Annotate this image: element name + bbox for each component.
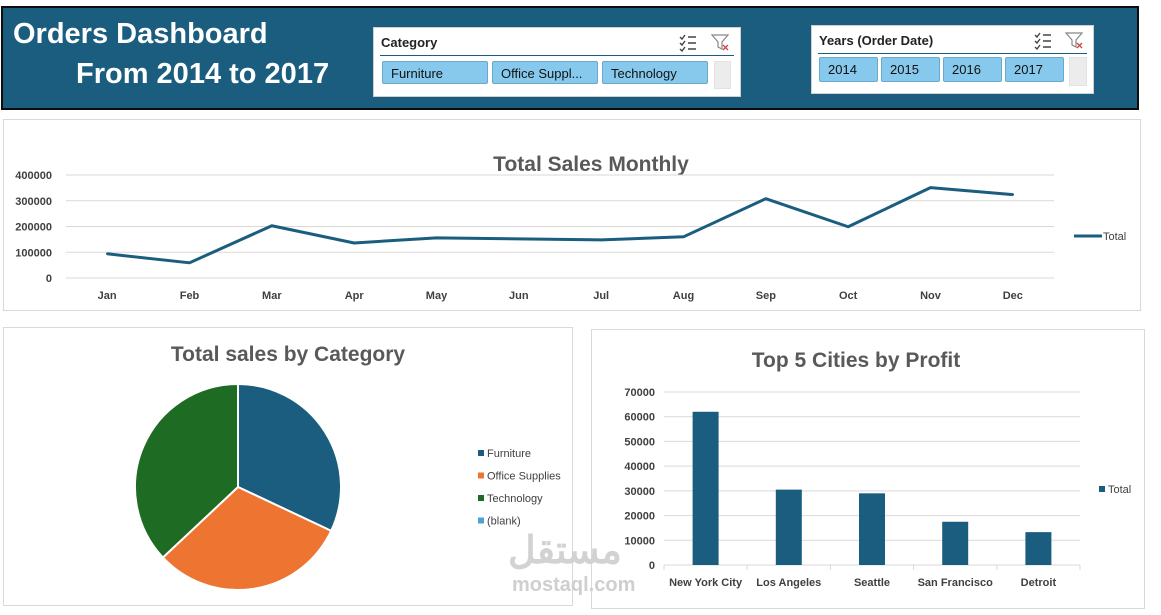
year-item-2016[interactable]: 2016 xyxy=(943,57,1002,82)
legend-swatch xyxy=(1099,486,1105,492)
category-slicer-scrollbar[interactable] xyxy=(714,61,731,89)
watermark-logo: مستقل xyxy=(508,530,622,572)
pie-slice-furniture xyxy=(237,382,342,533)
x-tick-label: Jan xyxy=(98,290,117,302)
chart-title: Top 5 Cities by Profit xyxy=(752,349,960,372)
x-tick-label: Seattle xyxy=(854,577,890,589)
legend-label: Office Supplies xyxy=(487,471,561,483)
data-point xyxy=(352,241,356,245)
x-tick-label: Feb xyxy=(180,290,200,302)
category-sales-chart-panel: Total sales by Category Furniture Office S… xyxy=(3,327,573,606)
x-tick-label: Nov xyxy=(920,290,942,302)
x-tick-label: Dec xyxy=(1003,290,1023,302)
y-tick-label: 400000 xyxy=(15,170,52,182)
y-tick-label: 60000 xyxy=(624,412,655,424)
legend-swatch xyxy=(478,517,484,524)
bar-new-york-city xyxy=(692,411,719,565)
data-point xyxy=(517,237,521,241)
watermark-url: mostaql.com xyxy=(512,574,636,596)
x-tick-label: Sep xyxy=(756,290,776,302)
y-tick-label: 0 xyxy=(649,560,655,572)
clear-filter-icon[interactable] xyxy=(1064,30,1084,50)
years-slicer: Years (Order Date) 2014 2015 2016 2017 xyxy=(811,25,1094,94)
y-tick-label: 300000 xyxy=(15,196,52,208)
x-tick-label: Jul xyxy=(593,290,609,302)
legend-label: Total xyxy=(1103,231,1126,243)
top-cities-bar-chart: Top 5 Cities by Profit 0 10000 20000 30000 40… xyxy=(624,349,1131,589)
x-tick-label: Mar xyxy=(262,290,282,302)
bar-los-angeles xyxy=(775,489,802,565)
y-tick-label: 0 xyxy=(46,273,52,285)
data-point xyxy=(270,224,274,227)
year-item-2017[interactable]: 2017 xyxy=(1005,57,1064,82)
legend-label: (blank) xyxy=(487,516,521,528)
y-tick-label: 20000 xyxy=(624,511,655,523)
y-tick-label: 200000 xyxy=(15,222,52,234)
y-tick-label: 30000 xyxy=(624,486,655,498)
y-tick-label: 70000 xyxy=(624,387,655,399)
category-slicer-title: Category xyxy=(381,35,438,50)
data-point xyxy=(105,252,109,255)
x-tick-label: Apr xyxy=(345,290,365,302)
legend-swatch xyxy=(478,450,484,456)
data-point xyxy=(435,236,438,240)
data-point xyxy=(1011,193,1015,196)
chart-title: Total Sales Monthly xyxy=(493,153,689,176)
x-tick-label: Detroit xyxy=(1021,577,1057,589)
dashboard-subtitle: From 2014 to 2017 xyxy=(76,58,330,90)
data-point xyxy=(188,261,191,265)
pie-slice-technology xyxy=(134,382,239,559)
top-cities-chart-panel: Top 5 Cities by Profit 0 10000 20000 30000 40… xyxy=(591,329,1145,609)
data-point xyxy=(682,235,685,238)
multi-select-icon[interactable] xyxy=(1033,30,1053,50)
x-tick-label: Oct xyxy=(839,290,858,302)
slicer-divider xyxy=(818,53,1087,54)
category-item-technology[interactable]: Technology xyxy=(602,61,708,84)
legend-label: Furniture xyxy=(487,448,531,460)
x-tick-label: Los Angeles xyxy=(756,577,821,589)
years-slicer-scrollbar[interactable] xyxy=(1069,57,1087,86)
legend-label: Total xyxy=(1108,484,1131,496)
slicer-divider xyxy=(380,55,734,56)
category-item-office-supplies[interactable]: Office Suppl... xyxy=(492,61,598,84)
bar-seattle xyxy=(859,493,885,565)
data-point xyxy=(764,197,768,200)
category-sales-pie-chart: Total sales by Category Furniture Office S… xyxy=(134,343,561,591)
bar-san-francisco xyxy=(942,521,969,565)
year-item-2014[interactable]: 2014 xyxy=(819,57,878,82)
category-slicer: Category Furniture Office Suppl... Techn… xyxy=(373,27,741,97)
x-tick-label: May xyxy=(426,290,448,302)
y-tick-label: 50000 xyxy=(624,436,655,448)
x-tick-label: New York City xyxy=(669,577,743,589)
category-item-furniture[interactable]: Furniture xyxy=(382,61,488,84)
monthly-sales-line-chart: Total Sales Monthly 0 100000 200000 300000 40… xyxy=(15,153,1126,302)
x-tick-label: Jun xyxy=(509,290,529,302)
bar-detroit xyxy=(1025,532,1052,565)
dashboard-title: Orders Dashboard xyxy=(13,18,268,50)
legend-swatch xyxy=(478,472,484,479)
y-tick-label: 100000 xyxy=(15,247,52,259)
legend-swatch xyxy=(478,495,484,501)
year-item-2015[interactable]: 2015 xyxy=(881,57,940,82)
x-tick-label: San Francisco xyxy=(918,577,993,589)
multi-select-icon[interactable] xyxy=(678,32,698,52)
data-point xyxy=(929,186,932,189)
y-tick-label: 10000 xyxy=(624,535,655,547)
data-point xyxy=(846,225,850,228)
x-tick-label: Aug xyxy=(673,290,694,302)
series-line-total xyxy=(107,186,1013,265)
pie-slice-office-supplies xyxy=(161,485,333,591)
monthly-sales-chart-panel: Total Sales Monthly 0 100000 200000 300000 40… xyxy=(3,119,1141,311)
chart-title: Total sales by Category xyxy=(171,343,406,366)
clear-filter-icon[interactable] xyxy=(710,32,730,52)
legend-label: Technology xyxy=(487,493,543,505)
data-point xyxy=(599,238,603,242)
y-tick-label: 40000 xyxy=(624,461,655,473)
years-slicer-title: Years (Order Date) xyxy=(819,33,934,48)
